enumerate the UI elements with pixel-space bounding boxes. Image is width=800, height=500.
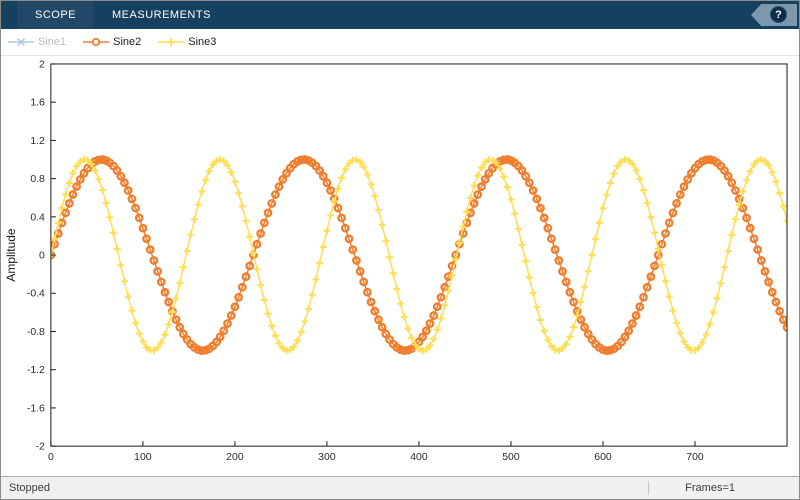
x-tick-label: 200: [226, 452, 244, 463]
x-tick-label: 700: [686, 452, 704, 463]
frames-counter: Frames=1: [685, 482, 735, 494]
y-axis-label: Amplitude: [4, 228, 18, 281]
y-tick-label: 2: [39, 59, 45, 70]
plot-region: Amplitude 0 100 200 300 400 500 600 700 -2 -1.6 -1…: [1, 56, 799, 476]
series-Sine2: [50, 155, 788, 355]
toolstrip: SCOPE MEASUREMENTS ?: [1, 1, 799, 29]
legend-label: Sine3: [188, 36, 217, 48]
y-tick-label: -0.4: [27, 289, 45, 300]
series-Sine3: [50, 156, 788, 355]
legend-item-sine2[interactable]: Sine2: [82, 36, 141, 48]
legend-label: Sine2: [113, 36, 142, 48]
y-tick-label: 1.6: [30, 98, 45, 109]
y-tick-label: 0.4: [30, 212, 45, 223]
legend-label: Sine1: [38, 36, 67, 48]
help-icon[interactable]: ?: [770, 6, 787, 23]
y-tick-label: 0.8: [30, 174, 45, 185]
tab-scope[interactable]: SCOPE: [17, 1, 95, 29]
y-tick-label: -0.8: [27, 327, 45, 338]
status-text: Stopped: [9, 482, 50, 494]
status-divider: [648, 481, 649, 495]
legend: Sine1 Sine2 Sine3: [1, 29, 799, 56]
tab-measurements[interactable]: MEASUREMENTS: [112, 9, 211, 21]
y-tick-label: -2: [36, 442, 45, 453]
x-tick-label: 0: [48, 452, 54, 463]
y-axis-ticks: -2 -1.6 -1.2 -0.8 -0.4 0 0.4 0.8 1.2 1.6 2: [27, 59, 56, 453]
plot-background: [50, 63, 788, 447]
x-tick-label: 500: [502, 452, 520, 463]
sine1-marker-icon: [8, 37, 34, 47]
legend-item-sine3[interactable]: Sine3: [157, 36, 216, 48]
status-bar: Stopped Frames=1: [1, 476, 799, 499]
y-tick-label: -1.2: [27, 365, 45, 376]
plot-area[interactable]: Amplitude 0 100 200 300 400 500 600 700 -2 -1.6 -1…: [1, 56, 799, 476]
x-tick-label: 600: [594, 452, 612, 463]
y-tick-label: -1.6: [27, 403, 45, 414]
sine3-marker-icon: [158, 38, 185, 46]
y-tick-label: 0: [39, 251, 45, 262]
y-tick-label: 1.2: [30, 136, 45, 147]
legend-item-sine1[interactable]: Sine1: [7, 36, 66, 48]
x-tick-label: 300: [318, 452, 336, 463]
x-axis-ticks: 0 100 200 300 400 500 600 700: [48, 441, 704, 463]
x-tick-label: 400: [410, 452, 428, 463]
sine2-marker-icon: [83, 37, 110, 47]
x-tick-label: 100: [134, 452, 152, 463]
